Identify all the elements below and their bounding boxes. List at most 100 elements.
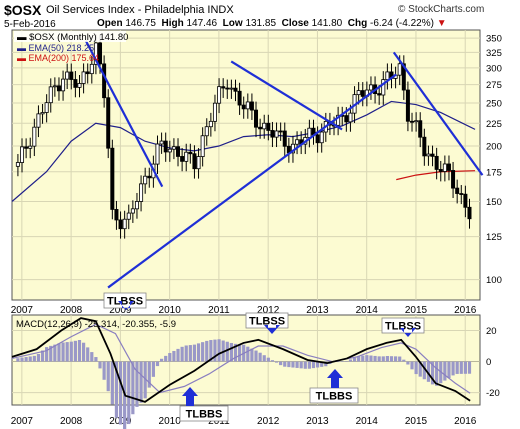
annotation-label: TLBSS xyxy=(249,316,285,328)
macd-histogram-bar xyxy=(151,361,155,377)
macd-histogram-bar xyxy=(217,339,221,362)
y-tick-label: 225 xyxy=(486,119,502,130)
candle-body xyxy=(455,187,460,194)
x-tick-label: 2015 xyxy=(405,305,428,316)
macd-histogram-bar xyxy=(377,356,381,362)
x-tick-label: 2010 xyxy=(159,416,182,427)
macd-histogram-bar xyxy=(102,361,106,380)
macd-histogram-bar xyxy=(110,361,114,405)
candle-body xyxy=(459,193,464,195)
macd-histogram-bar xyxy=(344,361,348,362)
macd-signal-line xyxy=(11,323,471,394)
candle-body xyxy=(81,71,86,84)
macd-histogram-bar xyxy=(266,357,270,362)
macd-histogram-bar xyxy=(176,348,180,362)
candle-body xyxy=(221,86,226,89)
index-name: Oil Services Index - Philadelphia xyxy=(46,4,205,16)
macd-histogram-bar xyxy=(16,358,20,362)
macd-histogram-bar xyxy=(430,361,435,385)
macd-histogram-bar xyxy=(57,343,61,362)
y-tick-label: -20 xyxy=(486,388,500,399)
macd-line xyxy=(11,317,471,403)
candle-body xyxy=(295,139,300,145)
trendline xyxy=(107,73,397,289)
x-tick-label: 2014 xyxy=(356,305,379,316)
y-tick-label: 300 xyxy=(486,63,502,74)
macd-histogram-bar xyxy=(246,346,250,362)
candle-body xyxy=(426,153,431,157)
y-tick-label: 275 xyxy=(486,80,502,91)
candle-body xyxy=(356,90,361,96)
macd-histogram-bar xyxy=(237,344,242,362)
macd-histogram-bar xyxy=(188,345,192,362)
macd-histogram-bar xyxy=(303,361,307,369)
macd-histogram-bar xyxy=(118,361,123,425)
candle-body xyxy=(122,218,127,230)
macd-histogram-bar xyxy=(135,361,139,407)
macd-histogram-bar xyxy=(299,361,303,369)
annotation-arrow-icon xyxy=(118,301,134,310)
candle-body xyxy=(442,163,447,172)
macd-histogram-bar xyxy=(443,361,447,381)
macd-histogram-bar xyxy=(369,355,373,362)
candle-body xyxy=(167,148,172,153)
candle-body xyxy=(434,155,439,170)
candle-body xyxy=(266,122,271,131)
macd-histogram-bar xyxy=(73,340,77,362)
macd-histogram-bar xyxy=(196,343,201,362)
candle-body xyxy=(77,83,82,88)
macd-histogram-bar xyxy=(435,361,439,386)
macd-histogram-bar xyxy=(336,361,340,363)
y-tick-label: 20 xyxy=(486,326,497,337)
macd-histogram-bar xyxy=(406,361,410,365)
candle-body xyxy=(61,78,66,92)
trendline xyxy=(392,51,484,176)
x-tick-label: 2008 xyxy=(60,416,83,427)
macd-histogram-bar xyxy=(307,361,311,369)
candle-body xyxy=(307,127,312,138)
macd-histogram-bar xyxy=(348,359,353,362)
candle-body xyxy=(204,126,209,137)
candle-body xyxy=(446,163,451,171)
chg-value: -6.24 (-4.22%) xyxy=(370,18,434,29)
macd-histogram-bar xyxy=(250,348,254,362)
candle-body xyxy=(229,87,234,90)
candle-body xyxy=(114,209,119,221)
legend-ema50: ▬ EMA(50) 218.25 xyxy=(17,43,94,53)
candle-body xyxy=(368,84,373,91)
macd-histogram-bar xyxy=(192,344,197,362)
chg-label: Chg xyxy=(347,18,368,29)
candle-body xyxy=(422,136,427,157)
annotation-arrow-icon xyxy=(327,369,343,388)
macd-histogram-bar xyxy=(402,359,406,362)
candle-body xyxy=(134,201,139,210)
macd-histogram-bar xyxy=(164,355,168,362)
ema50-line xyxy=(11,100,476,202)
candle-body xyxy=(32,126,37,147)
macd-histogram-bar xyxy=(361,355,365,362)
candle-body xyxy=(208,120,213,128)
macd-histogram-bar xyxy=(373,355,377,362)
macd-histogram-bar xyxy=(168,353,172,362)
candle-body xyxy=(278,130,283,133)
annotation-arrow-icon xyxy=(182,387,198,406)
macd-histogram-bar xyxy=(147,361,151,388)
open-value: 146.75 xyxy=(125,18,156,29)
candle-body xyxy=(430,153,435,157)
candle-body xyxy=(241,104,246,110)
x-tick-label: 2013 xyxy=(306,305,329,316)
macd-histogram-bar xyxy=(36,353,41,362)
macd-histogram-bar xyxy=(32,355,36,362)
ohlc-readout: Open 146.75 High 147.46 Low 131.85 Close… xyxy=(97,18,447,29)
candle-body xyxy=(69,71,74,80)
macd-histogram-bar xyxy=(287,361,291,368)
candle-body xyxy=(93,42,98,65)
candle-body xyxy=(212,102,217,122)
candle-body xyxy=(348,112,353,123)
x-tick-label: 2010 xyxy=(159,305,182,316)
candle-body xyxy=(401,63,406,91)
candle-body xyxy=(336,114,341,126)
candle-body xyxy=(48,86,53,104)
candle-body xyxy=(315,134,320,144)
stockcharts-logo: © StockCharts.com xyxy=(398,4,485,15)
